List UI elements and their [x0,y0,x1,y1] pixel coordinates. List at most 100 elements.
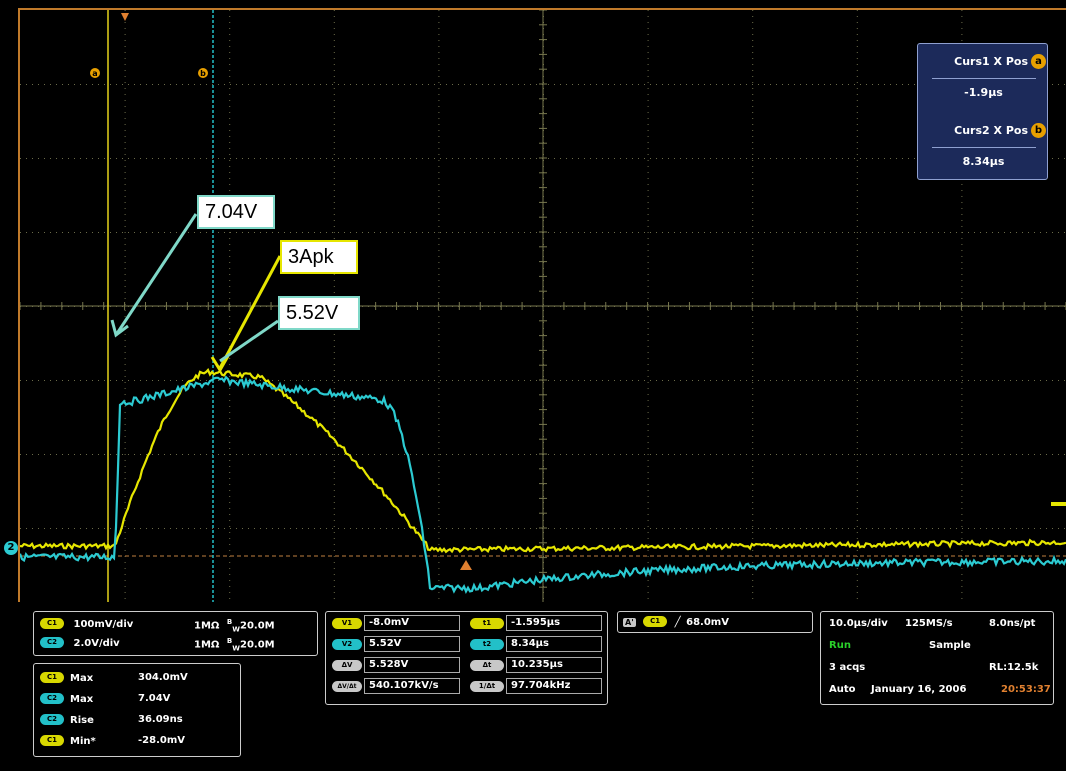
run-state[interactable]: Run [829,640,851,651]
measurement-name: Rise [70,714,94,726]
acq-count: 3 acqs [829,662,866,673]
cursor-b-marker-label: b [200,69,206,78]
sample-rate: 125MS/s [905,618,953,629]
cursor-a-badge-icon: a [1031,54,1046,69]
callout-arrowhead-3apk [210,355,230,373]
cursor-v1-row: V1 [332,618,362,630]
cursor-dt-row: Δt [470,660,504,672]
measurement-row: C1 Min* [40,735,96,747]
dt-value: 10.235µs [506,657,602,673]
callout-arrowhead-7v [110,319,129,338]
bw-sub: W [232,644,240,653]
ch2-scale: 2.0V/div [73,637,120,649]
ch1-bandwidth: 20.0M [239,620,275,632]
callout-7v: 7.04V [197,195,275,229]
t1-tag: t1 [470,618,504,629]
measurement-channel-badge: C1 [40,735,64,746]
cursor-inv-row: 1/Δt [470,681,504,693]
measurement-value: 304.0mV [138,672,188,683]
cursor-b-icon[interactable] [198,68,208,78]
v1-tag: V1 [332,618,362,629]
ch1-level-arrow [1051,502,1066,506]
channel-settings-panel[interactable]: C1 100mV/div 1MΩ BW20.0M C2 2.0V/div 1MΩ… [33,611,318,656]
curs2-value: 8.34µs [962,155,1005,168]
timebase: 10.0µs/div [829,618,888,629]
trigger-position-marker [121,13,129,21]
inv-dt-value: 97.704kHz [506,678,602,694]
cursor-position-readout: Curs1 X Pos a -1.9µs Curs2 X Pos b 8.34µ… [917,43,1048,180]
cursor-a-icon[interactable] [90,68,100,78]
cursor-dv-row: ΔV [332,660,362,672]
dv-value: 5.528V [364,657,460,673]
inv-dt-tag: 1/Δt [470,681,504,692]
t2-tag: t2 [470,639,504,650]
cursor-b-badge-icon: b [1031,123,1046,138]
measurements-panel[interactable]: C1 Max 304.0mV C2 Max 7.04V C2 Rise 36.09ns C1 Min… [33,663,241,757]
trigger-source: C1 [643,616,668,627]
ch1-impedance: 1MΩ [194,620,220,632]
trigger-panel[interactable]: A' C1 ╱ 68.0mV [617,611,813,633]
measurement-channel-badge: C2 [40,714,64,725]
rising-edge-icon: ╱ [674,616,681,628]
cursor-a-marker-label: a [92,69,97,78]
trigger-mode: Auto [829,684,856,695]
ch2-impedance: 1MΩ [194,639,220,651]
v2-value: 5.52V [364,636,460,652]
curs1-label: Curs1 X Pos [954,55,1028,68]
record-length: RL:12.5k [989,662,1039,673]
measurement-name: Max [70,693,94,705]
ch1-coupling: 1MΩ BW20.0M [194,618,275,633]
acquisition-panel[interactable]: 10.0µs/div 125MS/s 8.0ns/pt Run Sample 3… [820,611,1054,705]
callout-3apk: 3Apk [280,240,358,274]
measurement-name: Max [70,672,94,684]
bw-symbol: B [226,618,233,626]
measurement-row: C1 Max [40,672,93,684]
time: 20:53:37 [1001,684,1051,695]
trigger-level-marker [460,560,472,570]
waveform-canvas: a b [20,10,1066,602]
dt-tag: Δt [470,660,504,671]
ch1-waveform [20,368,1066,554]
bw-sub: W [232,625,240,634]
callout-5v: 5.52V [278,296,360,330]
trigger-tag: A' [623,617,636,627]
ch2-coupling: 1MΩ BW20.0M [194,637,275,652]
measurement-row: C2 Max [40,693,93,705]
curs1-value: -1.9µs [964,86,1003,99]
waveform-screen[interactable]: a b 2 [4,8,1066,602]
dv-tag: ΔV [332,660,362,671]
ch1-scale: 100mV/div [73,618,134,630]
divider [932,147,1036,148]
callout-arrow-7v [114,213,198,336]
callout-arrow-5v [219,319,279,363]
measurement-value: -28.0mV [138,735,185,746]
cursor-dvdt-row: ΔV/Δt [332,681,362,693]
cursor-t1-row: t1 [470,618,504,630]
ch2-badge: C2 [40,637,64,648]
resolution: 8.0ns/pt [989,618,1036,629]
cursor-t2-row: t2 [470,639,504,651]
ch2-ground-marker[interactable]: 2 [4,541,18,555]
ch1-settings-row[interactable]: C1 100mV/div [40,618,133,630]
ch1-badge: C1 [40,618,64,629]
cursor-readout-panel[interactable]: V1 -8.0mV V2 5.52V ΔV 5.528V ΔV/Δt 540.1… [325,611,608,705]
ch2-settings-row[interactable]: C2 2.0V/div [40,637,120,649]
bw-symbol: B [226,637,233,645]
callout-arrow-3apk [218,255,282,369]
curs2-label: Curs2 X Pos [954,124,1028,137]
v2-tag: V2 [332,639,362,650]
ch2-bandwidth: 20.0M [239,639,275,651]
measurement-value: 7.04V [138,693,171,704]
trigger-level: 68.0mV [686,616,729,628]
acq-mode: Sample [929,640,971,651]
measurement-channel-badge: C2 [40,693,64,704]
measurement-value: 36.09ns [138,714,183,725]
trigger-row: A' C1 ╱ 68.0mV [623,616,729,628]
divider [932,78,1036,79]
measurement-channel-badge: C1 [40,672,64,683]
dvdt-value: 540.107kV/s [364,678,460,694]
measurement-name: Min* [70,735,96,747]
t2-value: 8.34µs [506,636,602,652]
cursor-v2-row: V2 [332,639,362,651]
